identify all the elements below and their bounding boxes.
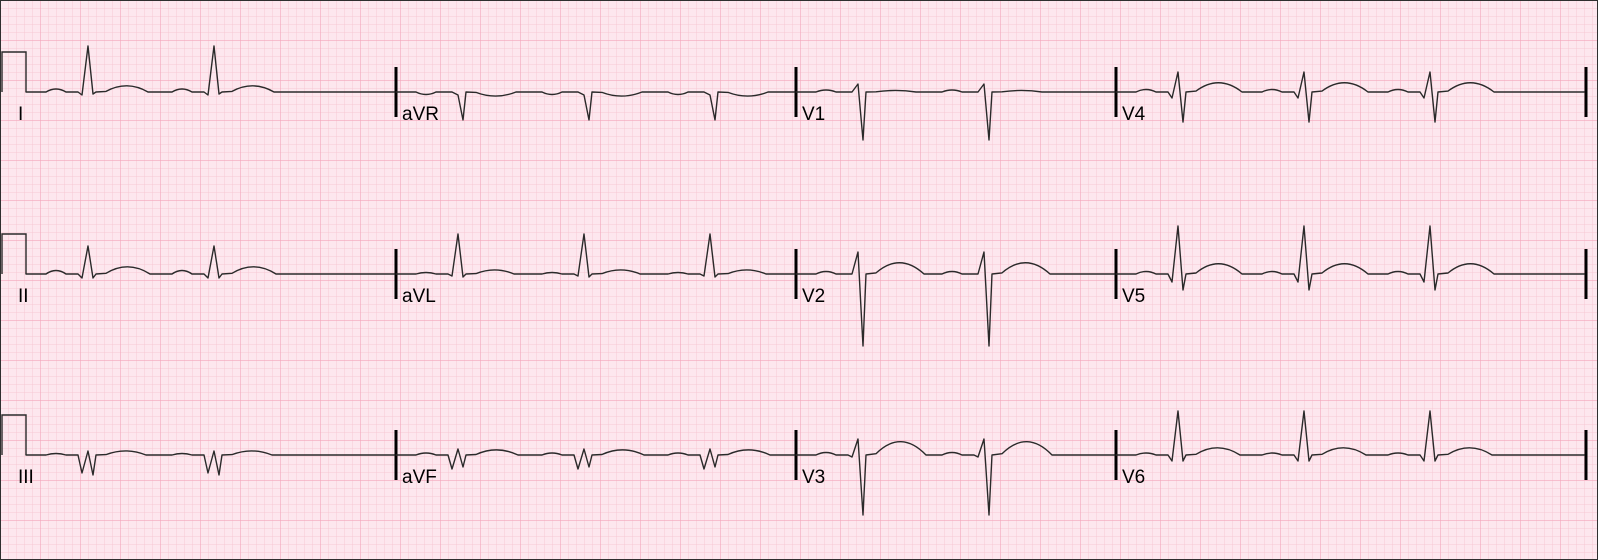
lead-label-V1: V1 [802, 104, 825, 126]
ecg-svg [0, 0, 1598, 560]
lead-label-aVL: aVL [402, 286, 436, 308]
lead-label-II: II [18, 286, 29, 308]
lead-label-V6: V6 [1122, 467, 1145, 489]
ecg-chart: IaVR V1 V4 II aVL V2 V5 III aVF V3 V6 [0, 0, 1598, 560]
lead-label-V5: V5 [1122, 286, 1145, 308]
lead-label-V4: V4 [1122, 104, 1145, 126]
lead-label-III: III [18, 467, 34, 489]
lead-label-V3: V3 [802, 467, 825, 489]
lead-label-I: I [18, 104, 23, 126]
lead-label-aVF: aVF [402, 467, 437, 489]
lead-label-V2: V2 [802, 286, 825, 308]
lead-label-aVR: aVR [402, 104, 439, 126]
